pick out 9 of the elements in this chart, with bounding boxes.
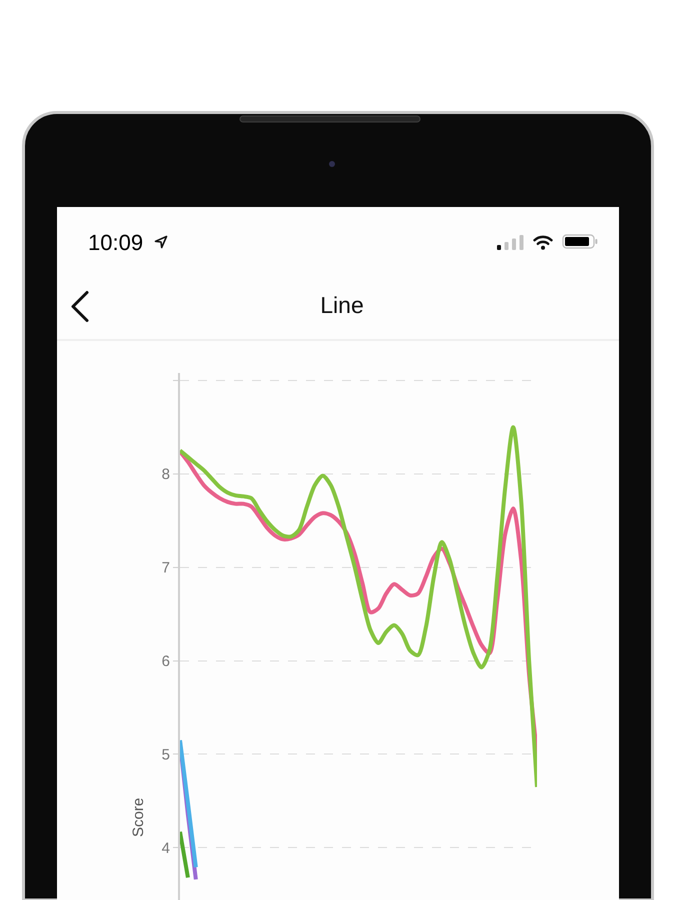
y-tick-label: 6 [162, 653, 170, 670]
chart-title: Line [320, 292, 364, 318]
y-axis-title: Score [130, 798, 147, 838]
y-tick-label: 4 [162, 840, 170, 857]
y-tick-label: 5 [162, 746, 170, 764]
y-tick-label: 8 [162, 466, 170, 484]
y-tick-label: 7 [162, 560, 170, 577]
text: 10:09 [88, 230, 144, 255]
line-series [180, 425, 537, 789]
